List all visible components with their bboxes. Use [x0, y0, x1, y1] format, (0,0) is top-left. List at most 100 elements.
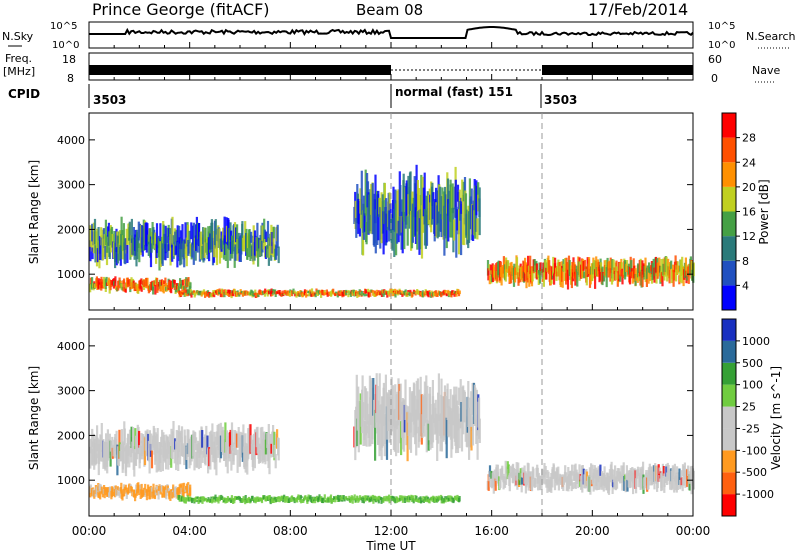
data-cell	[401, 211, 404, 254]
data-cell	[320, 496, 323, 499]
colorbar-swatch	[722, 450, 736, 473]
data-cell	[179, 243, 182, 266]
data-cell	[266, 433, 269, 448]
data-cell	[183, 289, 186, 293]
data-cell	[542, 262, 545, 278]
data-cell	[680, 470, 683, 484]
data-cell	[132, 227, 135, 240]
data-cell	[622, 271, 625, 279]
data-cell	[413, 498, 417, 502]
data-cell	[241, 221, 244, 248]
data-cell	[300, 496, 303, 498]
data-cell	[692, 470, 695, 490]
data-cell	[415, 416, 418, 456]
data-cell	[434, 290, 437, 294]
data-cell	[275, 496, 278, 502]
data-cell	[353, 494, 356, 500]
data-cell	[534, 478, 537, 488]
data-cell	[647, 267, 650, 284]
data-cell	[487, 268, 490, 281]
data-cell	[201, 496, 204, 500]
data-cell	[106, 235, 109, 253]
data-cell	[529, 255, 532, 275]
data-cell	[388, 291, 391, 294]
data-cell	[367, 292, 370, 298]
data-cell	[365, 426, 368, 447]
data-cell	[100, 276, 103, 287]
data-cell	[165, 489, 168, 500]
data-cell	[431, 396, 435, 443]
data-cell	[374, 174, 377, 224]
data-cell	[412, 498, 415, 504]
data-cell	[413, 291, 416, 294]
data-cell	[267, 237, 270, 249]
data-cell	[122, 281, 125, 292]
data-cell	[421, 497, 424, 501]
data-cell	[460, 402, 463, 422]
data-cell	[340, 290, 343, 294]
data-cell	[192, 222, 195, 248]
colorbar-tick-label: -100	[742, 444, 767, 457]
data-cell	[349, 291, 353, 297]
data-cell	[394, 497, 397, 504]
data-cell	[553, 273, 556, 285]
data-cell	[381, 289, 384, 294]
data-cell	[229, 290, 232, 295]
data-cell	[608, 476, 611, 491]
nave-tick-high: 60	[708, 53, 722, 66]
data-cell	[578, 464, 581, 482]
colorbar-tick-label: 4	[742, 279, 749, 292]
power-ylabel: Slant Range [km]	[27, 160, 41, 264]
data-cell	[347, 290, 350, 292]
data-cell	[435, 495, 438, 501]
data-cell	[332, 498, 335, 503]
data-cell	[120, 429, 123, 450]
data-cell	[264, 246, 267, 259]
data-cell	[259, 427, 262, 449]
data-cell	[322, 290, 325, 294]
data-cell	[644, 477, 647, 489]
data-cell	[461, 179, 464, 202]
data-cell	[455, 206, 458, 258]
nsky-trace	[89, 26, 694, 39]
nsky-tick-low: 10^0	[52, 40, 79, 51]
data-cell	[354, 200, 357, 229]
freq-band-segment	[89, 65, 391, 75]
data-cell	[644, 271, 647, 283]
freq-band-segment	[542, 65, 693, 75]
data-cell	[99, 491, 102, 500]
data-cell	[290, 290, 294, 293]
data-cell	[175, 430, 178, 445]
data-cell	[183, 278, 186, 284]
data-cell	[370, 380, 373, 425]
data-cell	[161, 243, 164, 266]
data-cell	[116, 486, 119, 496]
data-cell	[572, 482, 575, 490]
data-cell	[181, 224, 184, 250]
colorbar-swatch	[722, 428, 736, 451]
data-cell	[194, 499, 197, 503]
data-cell	[451, 411, 454, 450]
data-cell	[645, 267, 649, 279]
data-cell	[220, 247, 223, 258]
data-cell	[180, 280, 183, 289]
data-cell	[580, 475, 583, 490]
data-cell	[116, 486, 119, 490]
data-cell	[210, 496, 213, 499]
data-cell	[611, 270, 614, 282]
data-cell	[104, 488, 107, 496]
data-cell	[139, 279, 142, 289]
data-cell	[357, 402, 360, 453]
data-cell	[218, 228, 221, 248]
data-cell	[247, 499, 250, 503]
data-cell	[444, 290, 447, 295]
data-cell	[113, 231, 116, 243]
velocity-colorbar: 1000 500 100 25 -25 -100 -500 -1000	[721, 318, 774, 517]
data-cell	[94, 245, 97, 263]
data-cell	[371, 494, 375, 500]
data-cell	[520, 477, 524, 485]
colorbar-swatch	[722, 211, 736, 237]
velocity-panel: 1000 2000 3000 4000 Slant Range [km] 1000 50…	[27, 318, 783, 517]
data-cell	[108, 231, 111, 257]
data-cell	[201, 291, 204, 295]
